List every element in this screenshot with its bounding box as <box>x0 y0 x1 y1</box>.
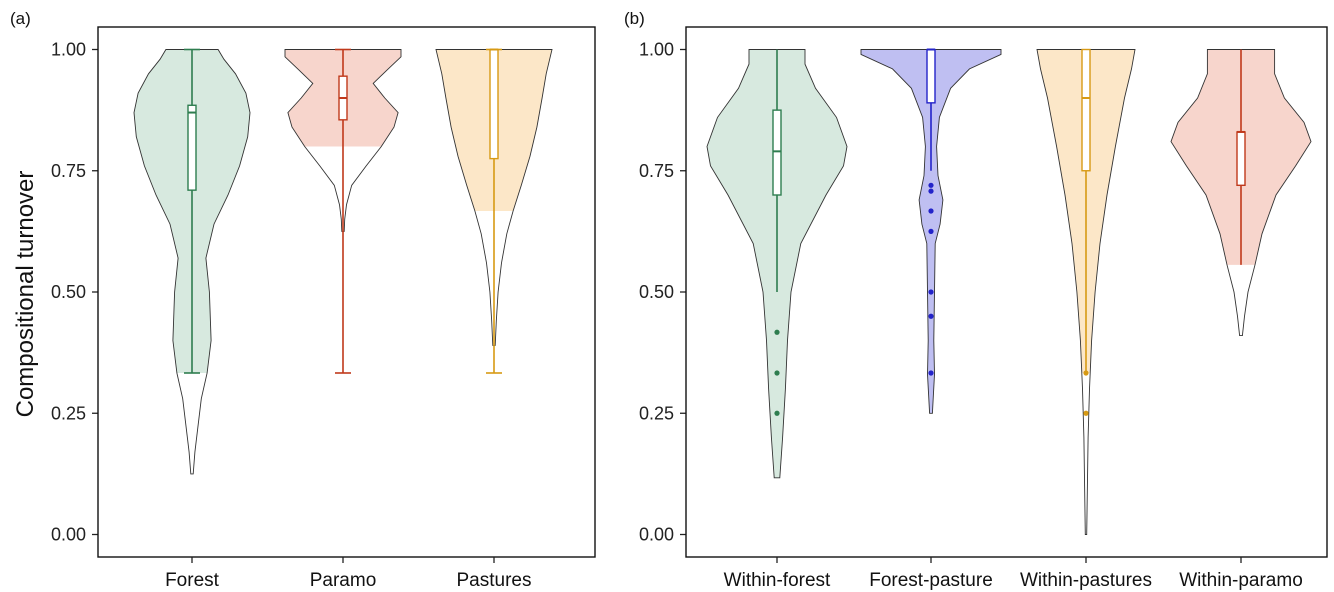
violin-within-forest <box>706 49 848 479</box>
violin-within-paramo <box>1170 49 1312 337</box>
outlier-point <box>1083 410 1089 416</box>
y-tick-label: 0.75 <box>51 161 86 181</box>
x-tick-label: Within-pastures <box>1020 570 1152 591</box>
violin-forest-pasture <box>860 48 1002 414</box>
y-tick-label: 1.00 <box>51 40 86 60</box>
x-tick-label: Paramo <box>310 570 377 591</box>
outlier-point <box>774 370 780 376</box>
violin-pastures <box>435 48 553 374</box>
y-tick-label: 1.00 <box>639 40 674 60</box>
violin-outline <box>435 49 553 346</box>
y-tick-label: 0.00 <box>639 525 674 545</box>
violin-outline <box>1036 49 1136 535</box>
outlier-point <box>774 410 780 416</box>
y-tick-label: 0.50 <box>51 282 86 302</box>
x-tick-label: Forest-pasture <box>869 570 993 591</box>
outlier-point <box>928 289 934 295</box>
panel-a: (a) Compositional turnover 0.00 0.25 0.50 0.7… <box>10 9 596 591</box>
y-tick-label: 0.75 <box>639 161 674 181</box>
box <box>1081 48 1091 172</box>
y-tick-label: 0.00 <box>51 525 86 545</box>
violin-outline <box>706 49 848 479</box>
outlier-point <box>928 208 934 214</box>
violin-outline <box>860 49 1002 414</box>
outlier-point <box>928 228 934 234</box>
x-tick-label: Pastures <box>457 570 532 591</box>
outlier-point <box>774 329 780 335</box>
box <box>187 104 197 191</box>
x-tick-label: Within-paramo <box>1179 570 1303 591</box>
y-axis-title: Compositional turnover <box>12 171 39 418</box>
violin-paramo <box>284 48 402 374</box>
violin-outline <box>133 49 251 475</box>
outlier-point <box>928 370 934 376</box>
panel-frame <box>685 26 1328 558</box>
box <box>926 48 936 104</box>
panel-tag: (b) <box>624 9 645 28</box>
violin-forest <box>133 48 251 475</box>
outlier-point <box>928 313 934 319</box>
y-tick-label: 0.25 <box>639 403 674 423</box>
box <box>489 48 499 160</box>
y-tick-label: 0.50 <box>639 282 674 302</box>
panel-frame <box>97 26 596 558</box>
box <box>772 109 782 196</box>
panel-b: (b) 0.00 0.25 0.50 0.75 1.00 Within-forest Fore… <box>624 9 1328 591</box>
box <box>1236 131 1246 186</box>
outlier-point <box>928 188 934 194</box>
outlier-point <box>928 182 934 188</box>
panel-tag: (a) <box>10 9 31 28</box>
outlier-point <box>1083 370 1089 376</box>
x-tick-label: Forest <box>165 570 220 591</box>
x-tick-label: Within-forest <box>724 570 831 591</box>
y-tick-label: 0.25 <box>51 403 86 423</box>
violin-within-pastures <box>1036 48 1136 535</box>
violin-outline <box>1170 49 1312 337</box>
violin-outline <box>284 49 402 232</box>
